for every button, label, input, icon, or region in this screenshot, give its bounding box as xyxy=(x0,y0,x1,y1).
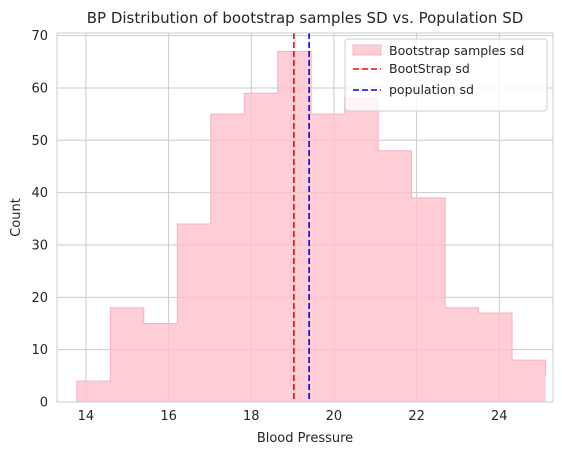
x-tick-label: 14 xyxy=(78,409,95,424)
legend-label-bootstrap-sd: BootStrap sd xyxy=(389,61,470,76)
y-tick-label: 70 xyxy=(31,29,48,44)
histogram-bar xyxy=(445,308,478,402)
histogram-bar xyxy=(177,224,210,402)
x-axis-label: Blood Pressure xyxy=(257,431,353,446)
legend-swatch-bootstrap-samples xyxy=(353,45,381,55)
y-tick-label: 20 xyxy=(31,291,48,306)
y-tick-label: 30 xyxy=(31,238,48,253)
histogram-bar xyxy=(412,198,445,402)
x-tick-label: 16 xyxy=(160,409,177,424)
histogram-bar xyxy=(479,313,512,402)
histogram-bar xyxy=(378,151,411,402)
x-tick-label: 22 xyxy=(408,409,425,424)
y-tick-label: 50 xyxy=(31,134,48,149)
chart-title: BP Distribution of bootstrap samples SD … xyxy=(87,9,524,27)
x-tick-label: 18 xyxy=(243,409,260,424)
legend-label-population-sd: population sd xyxy=(389,82,474,97)
histogram-bar xyxy=(512,360,545,402)
x-tick-label: 20 xyxy=(326,409,343,424)
histogram-bar xyxy=(110,308,143,402)
legend: Bootstrap samples sd BootStrap sd popula… xyxy=(345,39,547,111)
y-tick-label: 10 xyxy=(31,343,48,358)
histogram-bar xyxy=(211,114,244,402)
legend-label-bootstrap-samples: Bootstrap samples sd xyxy=(389,43,524,58)
y-tick-label: 0 xyxy=(40,396,48,411)
histogram-bar xyxy=(345,98,378,402)
y-tick-label: 60 xyxy=(31,81,48,96)
histogram-bar xyxy=(244,93,277,402)
histogram-bar xyxy=(77,381,110,402)
y-tick-label: 40 xyxy=(31,186,48,201)
histogram-bar xyxy=(311,114,344,402)
x-tick-label: 24 xyxy=(491,409,508,424)
y-axis-label: Count xyxy=(9,198,24,237)
histogram-bar xyxy=(144,323,177,402)
